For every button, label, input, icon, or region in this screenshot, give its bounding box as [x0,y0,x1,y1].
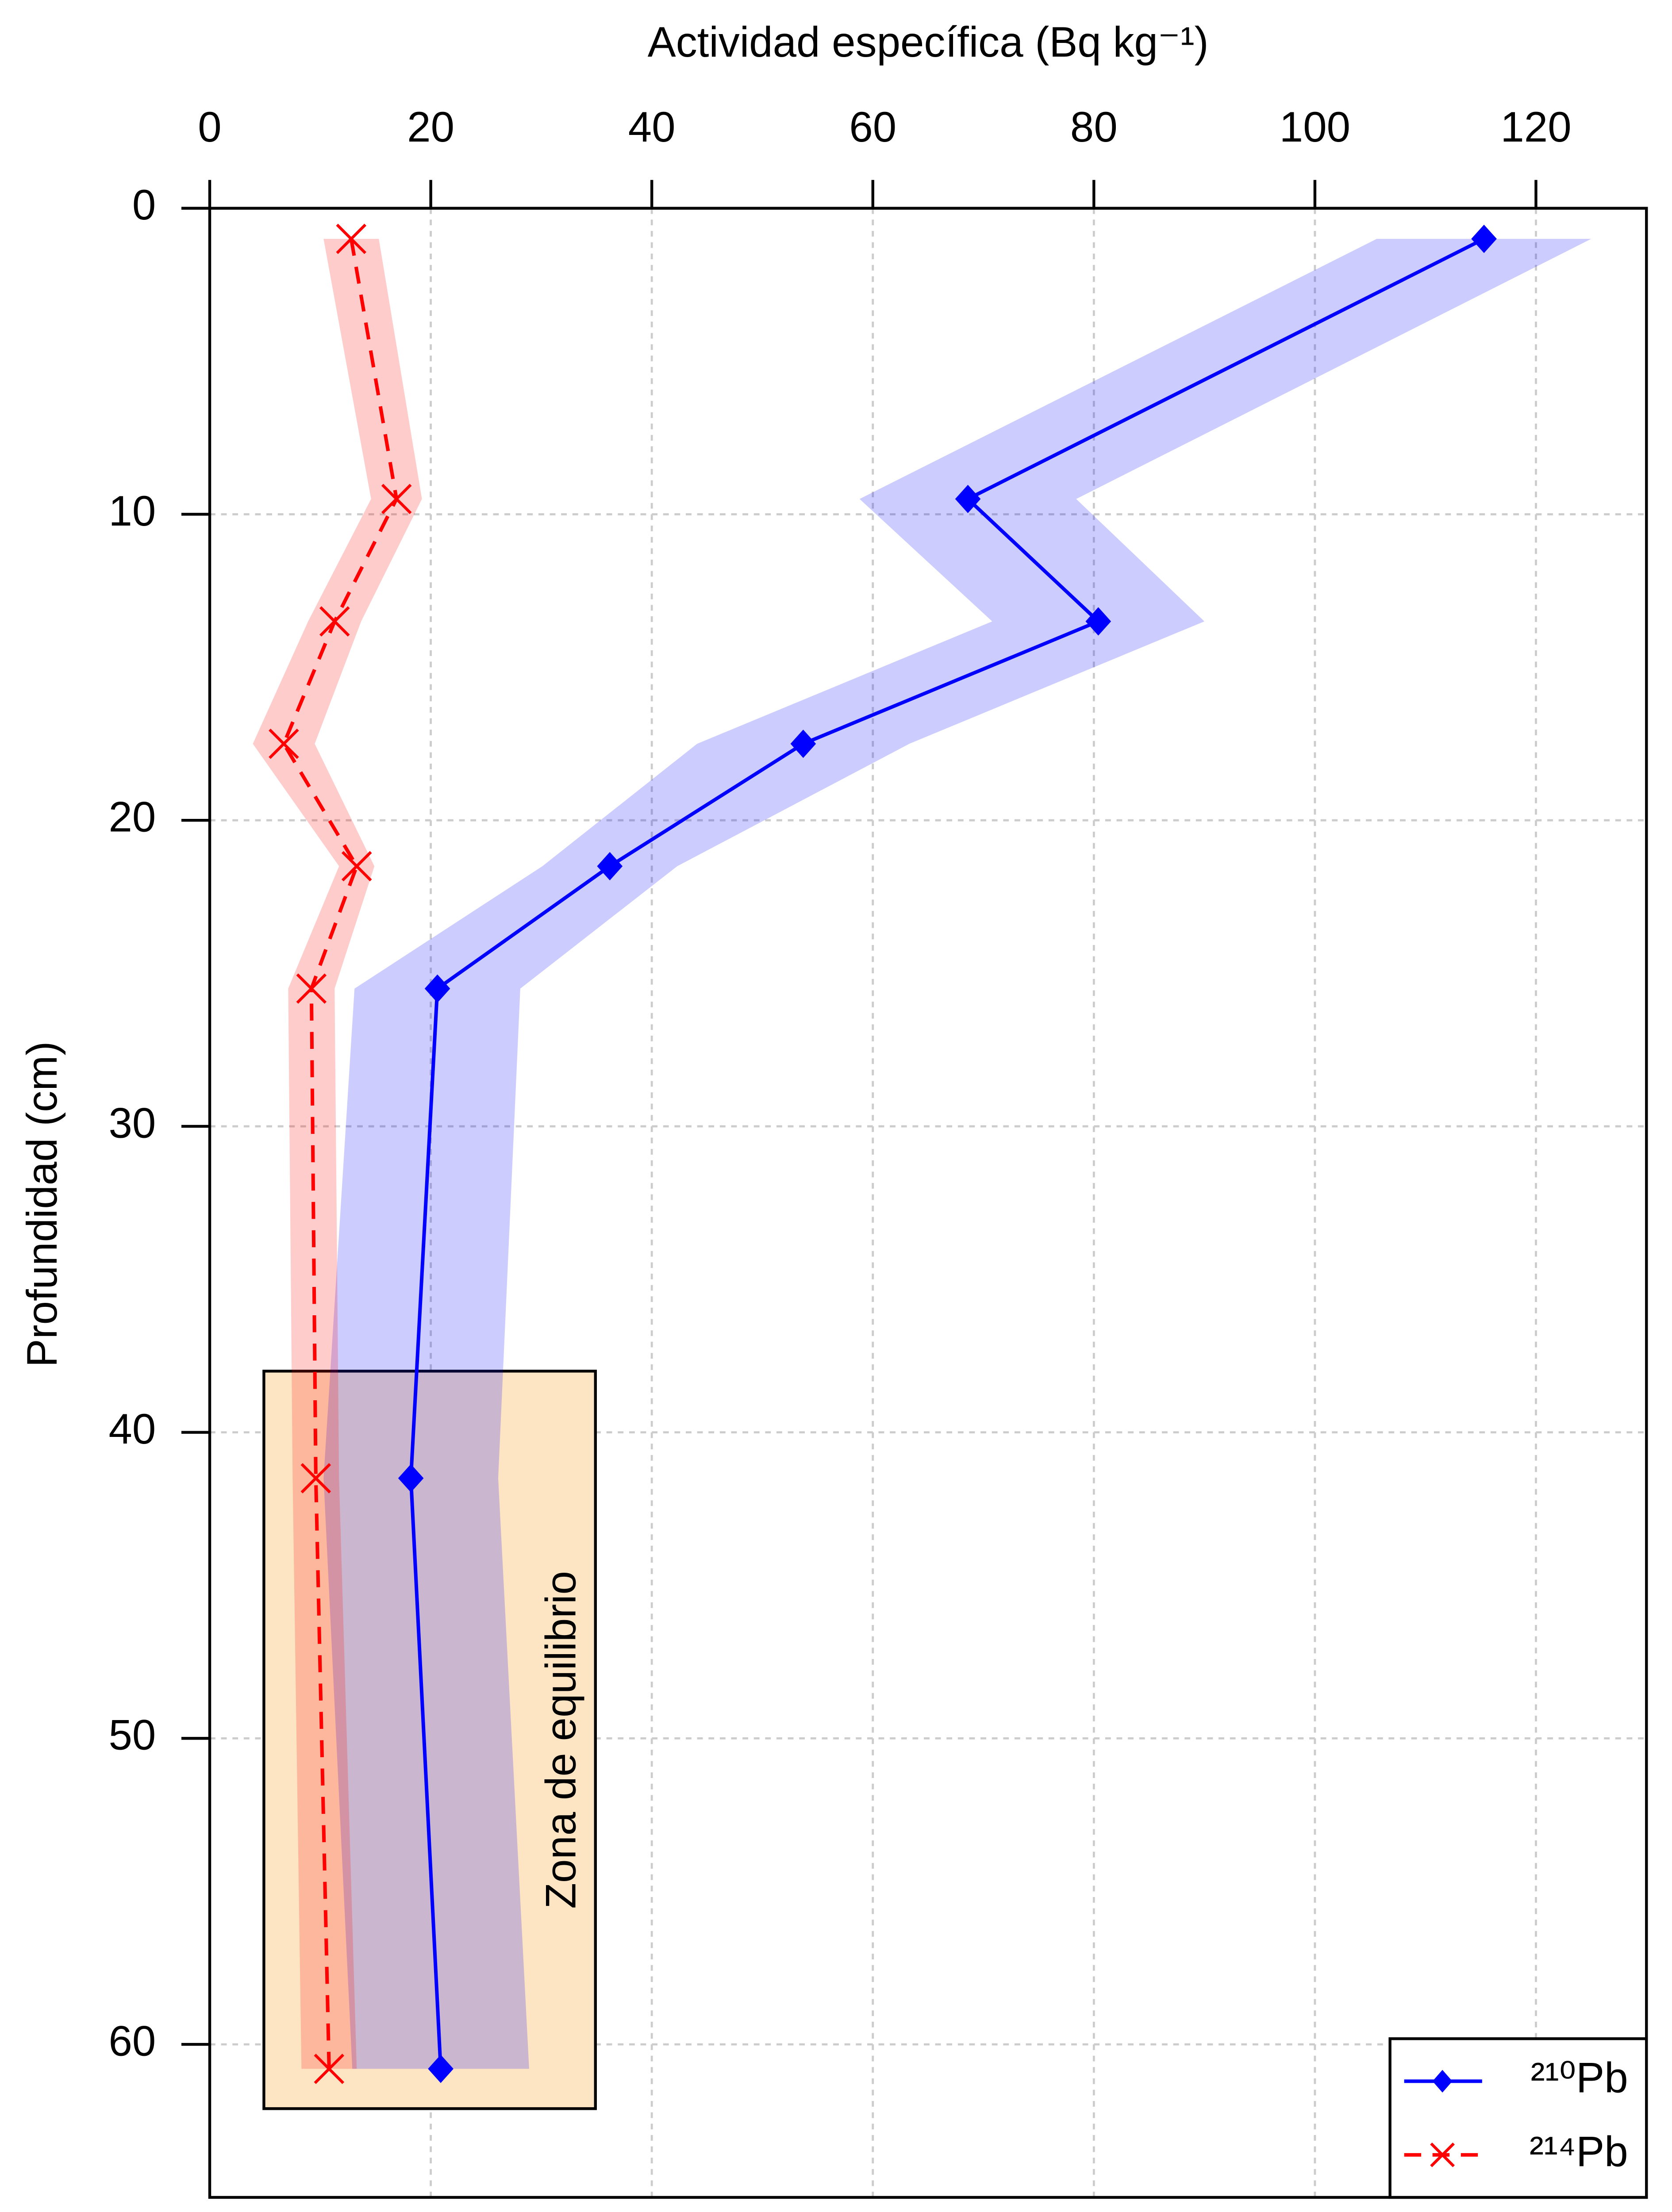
legend-label: ²¹⁰Pb [1531,2055,1628,2102]
marker [296,973,327,1004]
marker [341,851,372,882]
y-tick-label: 40 [108,1406,156,1453]
marker [269,728,299,759]
y-tick-label: 20 [108,794,156,841]
legend-label: ²¹⁴Pb [1530,2128,1628,2175]
legend-marker [1432,2070,1453,2093]
x-tick-label: 120 [1500,104,1571,151]
marker [1471,224,1497,253]
marker [597,852,623,880]
x-tick-label: 20 [407,104,454,151]
equilibrium-zone [262,1370,597,2110]
legend-box [1388,2037,1648,2199]
marker [428,2055,454,2083]
y-tick-label: 10 [108,488,156,535]
plot-frame [208,207,1648,2199]
marker [336,223,367,254]
marker [790,730,816,758]
y-tick-label: 30 [108,1099,156,1147]
series-line [281,238,399,2069]
series-line [409,237,1485,2069]
y-tick-label: 50 [108,1712,156,1759]
annotation-text: Zona de equilibrio [538,1571,585,1909]
x-tick-label: 0 [198,104,221,151]
x-tick-label: 60 [849,104,896,151]
marker [300,1463,331,1494]
marker [314,2054,345,2084]
error-band [253,238,422,2069]
marker [424,974,450,1003]
marker [381,484,412,515]
y-tick-label: 0 [132,181,156,229]
marker [1085,607,1111,636]
x-tick-label: 100 [1280,104,1350,151]
x-tick-label: 40 [628,104,676,151]
marker [955,484,981,513]
error-band [323,238,1591,2069]
x-tick-label: 80 [1070,104,1118,151]
y-tick-label: 60 [108,2017,156,2065]
x-axis-label: Actividad específica (Bq kg⁻¹) [648,19,1209,66]
marker [319,606,350,637]
legend-marker [1430,2142,1455,2167]
y-axis-label: Profundidad (cm) [19,1041,66,1367]
